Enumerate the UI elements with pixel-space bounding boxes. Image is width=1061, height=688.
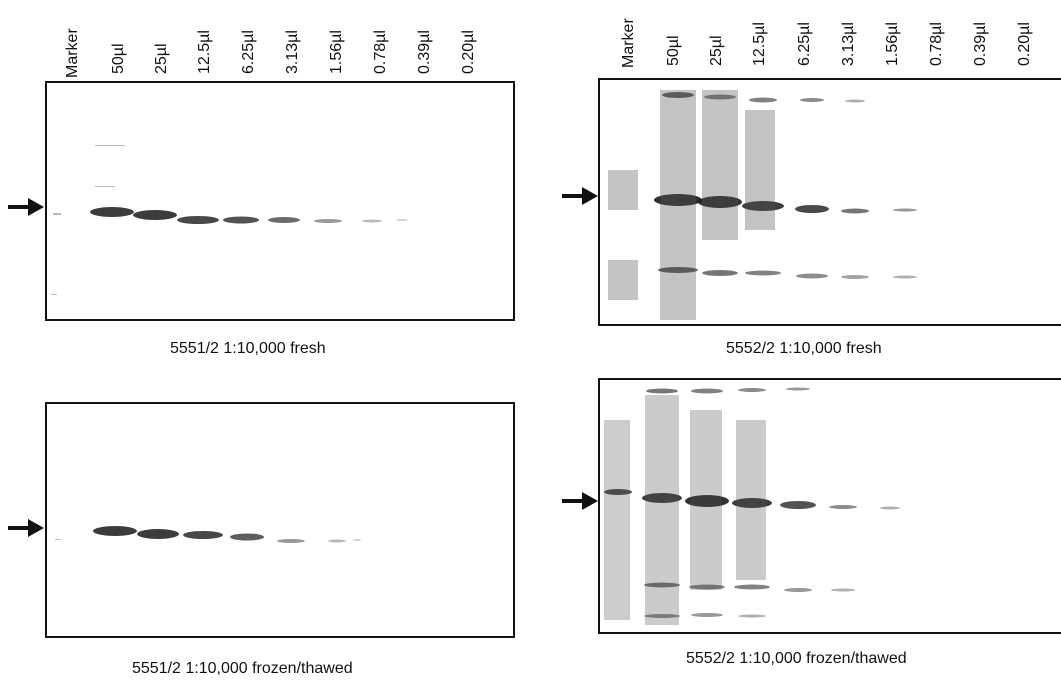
- band-arrow-icon: [8, 519, 44, 537]
- band-arrow-icon: [562, 492, 598, 510]
- lane-label-12-5: 12.5µl: [751, 22, 768, 66]
- blot-image-4: [598, 378, 1061, 634]
- lane-label-marker: Marker: [620, 18, 637, 68]
- lane-label-3-13: 3.13µl: [840, 22, 857, 66]
- lane-label-6-25: 6.25µl: [796, 22, 813, 66]
- lane-label-0-78: 0.78µl: [372, 30, 389, 74]
- lane-label-12-5: 12.5µl: [196, 30, 213, 74]
- blot-image-2: [598, 78, 1061, 326]
- lane-label-3-13: 3.13µl: [284, 30, 301, 74]
- lane-label-1-56: 1.56µl: [884, 22, 901, 66]
- lane-label-0-20: 0.20µl: [1016, 22, 1033, 66]
- blot-image-3: [45, 402, 515, 638]
- caption-4: 5552/2 1:10,000 frozen/thawed: [686, 650, 907, 667]
- lane-label-25: 25µl: [708, 35, 725, 66]
- lane-label-6-25: 6.25µl: [240, 30, 257, 74]
- lane-label-50: 50µl: [665, 35, 682, 66]
- lane-label-0-20: 0.20µl: [460, 30, 477, 74]
- band-arrow-icon: [8, 198, 44, 216]
- lane-label-1-56: 1.56µl: [328, 30, 345, 74]
- lane-label-marker: Marker: [64, 28, 81, 78]
- caption-3: 5551/2 1:10,000 frozen/thawed: [132, 660, 353, 677]
- lane-label-0-78: 0.78µl: [928, 22, 945, 66]
- lane-label-0-39: 0.39µl: [416, 30, 433, 74]
- lane-label-50: 50µl: [110, 43, 127, 74]
- caption-2: 5552/2 1:10,000 fresh: [726, 340, 882, 357]
- band-arrow-icon: [562, 187, 598, 205]
- lane-label-25: 25µl: [153, 43, 170, 74]
- caption-1: 5551/2 1:10,000 fresh: [170, 340, 326, 357]
- lane-label-0-39: 0.39µl: [972, 22, 989, 66]
- blot-image-1: [45, 81, 515, 321]
